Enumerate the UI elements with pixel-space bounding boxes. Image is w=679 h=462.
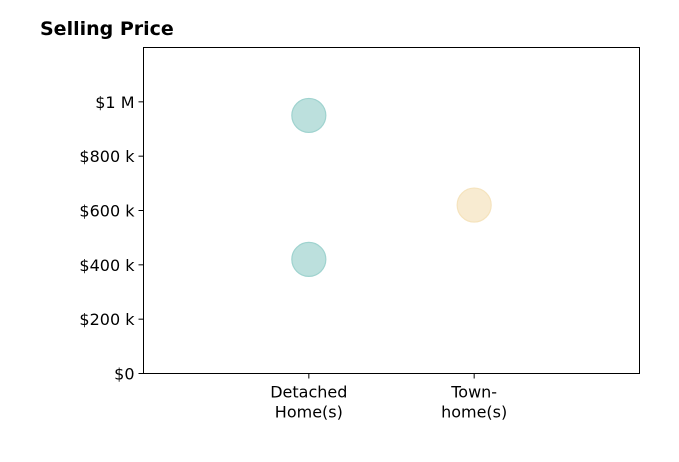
data-point-0-1	[291, 241, 327, 277]
plot-frame	[143, 47, 640, 374]
y-tick-label-5: $1 M	[95, 93, 134, 112]
x-tick-label-line: home(s)	[441, 403, 507, 422]
y-tick-label-3: $600 k	[79, 202, 135, 221]
x-tick-label-0: Detached Home(s)	[270, 383, 347, 422]
x-tick-label-line: Detached	[270, 383, 347, 402]
x-tick-label-line: Town-	[450, 383, 497, 402]
chart-title: Selling Price	[40, 18, 174, 40]
data-point-0-0	[291, 97, 327, 134]
y-tick-label-4: $800 k	[79, 147, 135, 166]
marks-layer	[291, 97, 492, 277]
x-axis: Detached Home(s) Town-home(s)	[270, 373, 507, 422]
data-point-1-0	[456, 187, 492, 223]
y-axis: $0 $200 k $400 k $600 k $800 k $1 M	[79, 93, 144, 384]
x-tick-label-1: Town-home(s)	[441, 383, 507, 422]
y-tick-label-2: $400 k	[79, 256, 135, 275]
y-tick-label-1: $200 k	[79, 310, 135, 329]
x-tick-label-line: Home(s)	[275, 403, 343, 422]
y-tick-label-0: $0	[114, 365, 134, 384]
